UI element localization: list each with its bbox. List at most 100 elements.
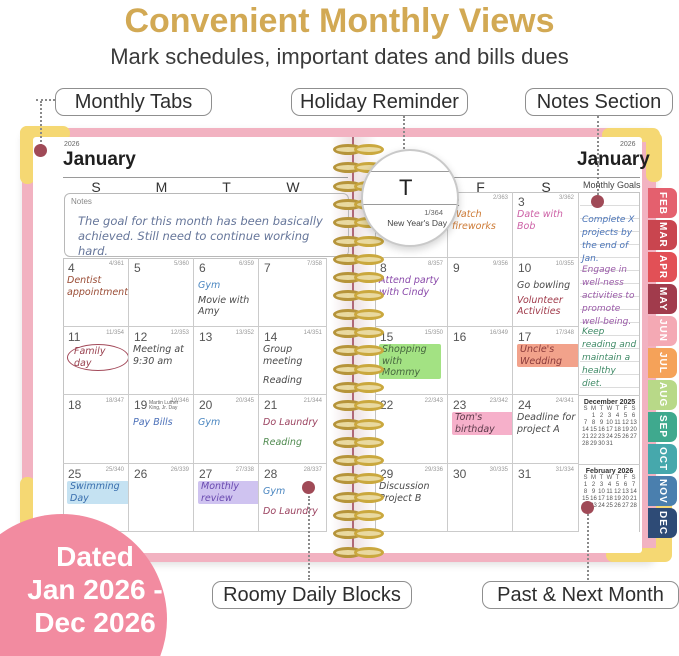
day-of-year: 15/350	[424, 330, 443, 336]
weekday-header: S	[541, 179, 551, 195]
spiral-coil-loop	[354, 491, 384, 503]
day-cell: 5 5/360	[129, 258, 194, 327]
weekday-header: M	[155, 179, 168, 195]
mini-calendar: February 2026 S M T W T F S 1 2 3 4 5 6 7 8 9 10 11 12 13 14 1…	[579, 464, 640, 532]
mini-calendar-weekday: W	[606, 475, 613, 481]
tab-jul: JUL	[648, 348, 677, 378]
day-number: 25	[68, 467, 82, 481]
handwritten-entry: Do Laundry	[263, 417, 318, 428]
mini-calendar-day: 12	[622, 420, 629, 426]
spiral-coil-loop	[354, 546, 384, 558]
mini-calendar-day: 8	[583, 489, 588, 495]
mini-calendar-day: 16	[590, 496, 597, 502]
day-of-year: 24/341	[555, 398, 574, 404]
marker-roomy-daily-blocks	[302, 481, 315, 494]
mini-calendar-day: 3	[599, 482, 604, 488]
day-cell: 19 19/346 Martin Luther King, Jr. Day Pay B…	[129, 395, 194, 464]
handwritten-entry: Family day	[67, 344, 128, 371]
mini-calendar-day: 27	[622, 503, 629, 509]
mini-calendar-day: 23	[598, 434, 605, 440]
day-cell: 27 27/338 Monthly review	[194, 464, 259, 532]
mini-calendar-weekday: T	[615, 475, 620, 481]
day-number: 28	[264, 467, 278, 481]
day-entries: Deadline for project A	[517, 412, 578, 438]
callout-monthly-tabs: Monthly Tabs	[55, 88, 212, 116]
handwritten-entry: Pay Bills	[133, 417, 173, 428]
day-of-year: 18/347	[105, 398, 124, 404]
day-cell: 6 6/359 Gym Movie with Amy	[194, 258, 259, 327]
day-entries: Meeting at 9:30 am	[133, 344, 193, 370]
mini-calendar-day: 29	[590, 441, 597, 447]
mini-calendar-day: 11	[614, 420, 621, 426]
mini-calendar-week: 15 16 17 18 19 20 21	[579, 496, 640, 503]
day-cell: 8 8/357 Attend party with Cindy	[375, 258, 448, 327]
day-number: 22	[380, 398, 394, 412]
marker-notes-section	[591, 195, 604, 208]
day-cell: 25 25/340 Swimming Day	[63, 464, 129, 532]
spiral-coil	[333, 345, 385, 357]
day-number: 17	[518, 330, 532, 344]
day-of-year: 27/338	[235, 467, 254, 473]
mini-calendar-day: 24	[606, 434, 613, 440]
weekday-header: T	[222, 179, 231, 195]
tab-may: MAY	[648, 284, 677, 314]
mini-calendar-weekday: T	[615, 406, 620, 412]
spiral-coil-loop	[354, 418, 384, 430]
weekday-header: W	[286, 179, 300, 195]
day-of-year: 12/353	[170, 330, 189, 336]
right-page-year: 2026	[620, 141, 636, 148]
mini-calendar-day: 20	[630, 427, 637, 433]
day-cell: 10 10/355 Go bowling Volunteer Activities	[513, 258, 579, 327]
mini-calendar-day	[622, 441, 630, 448]
monthly-goal: Engage in well-ness activities to promot…	[582, 265, 635, 327]
spiral-coil	[333, 546, 385, 559]
mini-calendar-weekday: S	[631, 406, 636, 412]
day-entries: Family day	[67, 344, 128, 374]
connector-holiday-reminder	[403, 116, 405, 149]
day-cell: 24 24/341 Deadline for project A	[513, 395, 579, 464]
spiral-coil	[333, 327, 385, 339]
spiral-coil	[333, 400, 385, 412]
day-of-year: 26/339	[170, 467, 189, 473]
grid-line	[375, 192, 640, 193]
handwritten-entry: Movie with Amy	[198, 294, 250, 318]
day-number: 24	[518, 398, 532, 412]
mini-calendar: December 2025 S M T W T F S 1 2 3 4 5 6 7 8 9 10 11 12 13 14 1…	[579, 395, 640, 464]
spiral-coil	[333, 455, 385, 467]
left-page-year: 2026	[64, 141, 80, 148]
mini-calendar-day: 13	[630, 420, 637, 426]
day-number: 31	[518, 467, 532, 481]
mini-calendar-weekday: T	[599, 475, 604, 481]
day-entries: Date with Bob	[517, 209, 578, 235]
handwritten-entry: Volunteer Activities	[517, 294, 563, 318]
spiral-coil-loop	[354, 381, 384, 393]
grid-line	[63, 258, 64, 532]
right-page-month: January	[577, 149, 650, 170]
day-of-year: 4/361	[108, 261, 124, 267]
spiral-coil	[333, 290, 385, 302]
day-cell: 3 3/362 Date with Bob	[513, 192, 579, 258]
magnifier-rule	[363, 171, 457, 172]
mini-calendar-day: 4	[607, 482, 612, 488]
badge-line-2: Jan 2026 -	[27, 574, 163, 605]
callout-holiday-reminder: Holiday Reminder	[291, 88, 468, 116]
mini-calendar-day: 22	[590, 434, 597, 440]
day-cell: 20 20/345 Gym	[194, 395, 259, 464]
day-of-year: 3/362	[558, 195, 574, 201]
spiral-coil-loop	[354, 455, 384, 467]
day-cell: 16 16/349	[448, 327, 513, 395]
day-entries: Monthly review	[198, 481, 258, 507]
mini-calendar-day: 13	[622, 489, 629, 495]
mini-calendar-day: 16	[598, 427, 605, 433]
day-of-year: 21/344	[303, 398, 322, 404]
spiral-coil	[333, 528, 385, 540]
mini-calendar-day: 17	[598, 496, 605, 502]
mini-calendar-day: 10	[606, 420, 613, 426]
spiral-coil	[333, 418, 385, 431]
notes-box: Notes The goal for this month has been b…	[64, 193, 349, 258]
spiral-coil-loop	[354, 290, 384, 302]
handwritten-entry: Go bowling	[517, 280, 571, 291]
